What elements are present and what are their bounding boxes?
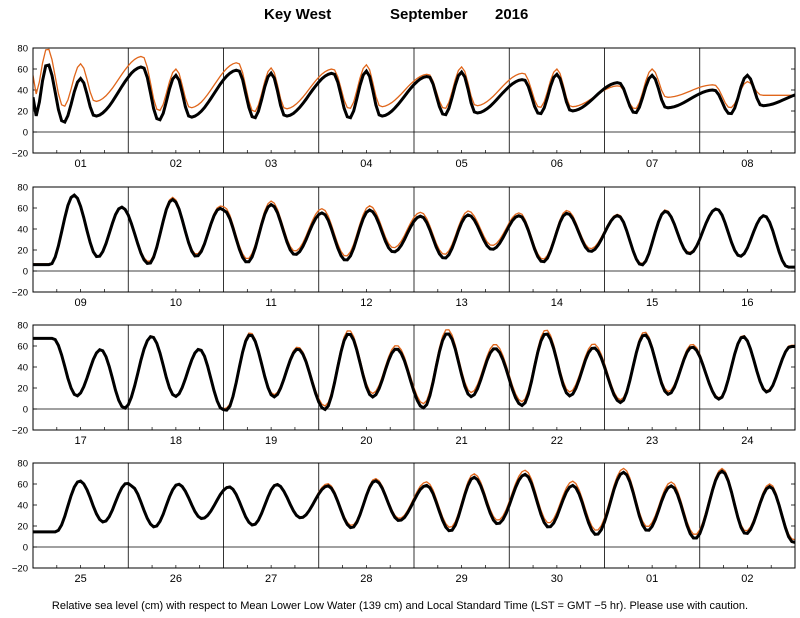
day-label: 02 bbox=[170, 158, 182, 170]
panel-3: −20 0 20 40 60 80 17 18 19 20 21 22 23 24 bbox=[12, 321, 796, 447]
day-label: 09 bbox=[75, 297, 87, 309]
year-label: 2016 bbox=[495, 6, 529, 23]
day-label: 08 bbox=[741, 158, 753, 170]
day-label: 18 bbox=[170, 435, 182, 447]
day-label: 28 bbox=[360, 573, 372, 585]
panel-frame bbox=[32, 47, 796, 154]
y-tick-label: 60 bbox=[17, 65, 28, 76]
day-label: 29 bbox=[456, 573, 468, 585]
panel-frame bbox=[32, 462, 796, 569]
day-label: 30 bbox=[551, 573, 563, 585]
y-tick-label: 40 bbox=[17, 501, 28, 512]
y-tick-label: 0 bbox=[23, 405, 28, 416]
day-label: 17 bbox=[75, 435, 87, 447]
day-label: 10 bbox=[170, 297, 182, 309]
day-label: 02 bbox=[741, 573, 753, 585]
station-name: Key West bbox=[264, 6, 332, 23]
y-tick-label: 20 bbox=[17, 384, 28, 395]
y-tick-label: 0 bbox=[23, 267, 28, 278]
predicted-series-line bbox=[33, 469, 795, 544]
day-label: 01 bbox=[646, 573, 658, 585]
y-tick-label: 60 bbox=[17, 204, 28, 215]
day-label: 21 bbox=[456, 435, 468, 447]
panel-frame bbox=[32, 186, 796, 293]
day-label: 01 bbox=[75, 158, 87, 170]
panel-frame bbox=[32, 324, 796, 431]
day-label: 19 bbox=[265, 435, 277, 447]
y-tick-label: −20 bbox=[12, 426, 28, 437]
panel-2: −20 0 20 40 60 80 09 10 11 12 13 14 15 16 bbox=[12, 183, 796, 309]
y-tick-label: 40 bbox=[17, 86, 28, 97]
predicted-series-line bbox=[33, 63, 795, 124]
y-tick-label: 40 bbox=[17, 363, 28, 374]
y-tick-label: −20 bbox=[12, 288, 28, 299]
y-tick-label: −20 bbox=[12, 564, 28, 575]
day-label: 05 bbox=[456, 158, 468, 170]
day-label: 16 bbox=[741, 297, 753, 309]
y-tick-label: −20 bbox=[12, 149, 28, 160]
day-label: 14 bbox=[551, 297, 563, 309]
y-tick-label: 20 bbox=[17, 522, 28, 533]
y-tick-label: 20 bbox=[17, 246, 28, 257]
predicted-series-line bbox=[33, 193, 795, 269]
y-tick-label: 0 bbox=[23, 128, 28, 139]
day-label: 11 bbox=[265, 297, 276, 309]
y-tick-label: 20 bbox=[17, 107, 28, 118]
panel-1: −20 0 20 40 60 80 01 02 03 04 05 06 07 08 bbox=[12, 44, 796, 170]
day-label: 20 bbox=[360, 435, 372, 447]
day-label: 03 bbox=[265, 158, 277, 170]
y-tick-label: 40 bbox=[17, 225, 28, 236]
day-label: 24 bbox=[741, 435, 753, 447]
day-label: 06 bbox=[551, 158, 563, 170]
day-label: 12 bbox=[360, 297, 372, 309]
day-label: 04 bbox=[360, 158, 372, 170]
footnote: Relative sea level (cm) with respect to … bbox=[51, 600, 749, 612]
chart-title: Key West September 2016 bbox=[0, 6, 800, 26]
day-label: 27 bbox=[265, 573, 277, 585]
y-tick-label: 80 bbox=[17, 183, 28, 194]
day-label: 23 bbox=[646, 435, 658, 447]
day-label: 07 bbox=[646, 158, 658, 170]
y-tick-label: 80 bbox=[17, 459, 28, 470]
day-label: 25 bbox=[75, 573, 87, 585]
day-label: 22 bbox=[551, 435, 563, 447]
month-label: September bbox=[390, 6, 468, 23]
day-label: 15 bbox=[646, 297, 658, 309]
observed-series-line bbox=[33, 48, 795, 113]
y-tick-label: 60 bbox=[17, 342, 28, 353]
panel-4: −20 0 20 40 60 80 25 26 27 28 29 30 01 02 bbox=[12, 459, 796, 585]
day-label: 26 bbox=[170, 573, 182, 585]
y-tick-label: 80 bbox=[17, 44, 28, 55]
y-tick-label: 60 bbox=[17, 480, 28, 491]
day-label: 13 bbox=[456, 297, 468, 309]
y-tick-label: 0 bbox=[23, 543, 28, 554]
y-tick-label: 80 bbox=[17, 321, 28, 332]
predicted-series-line bbox=[33, 332, 795, 412]
